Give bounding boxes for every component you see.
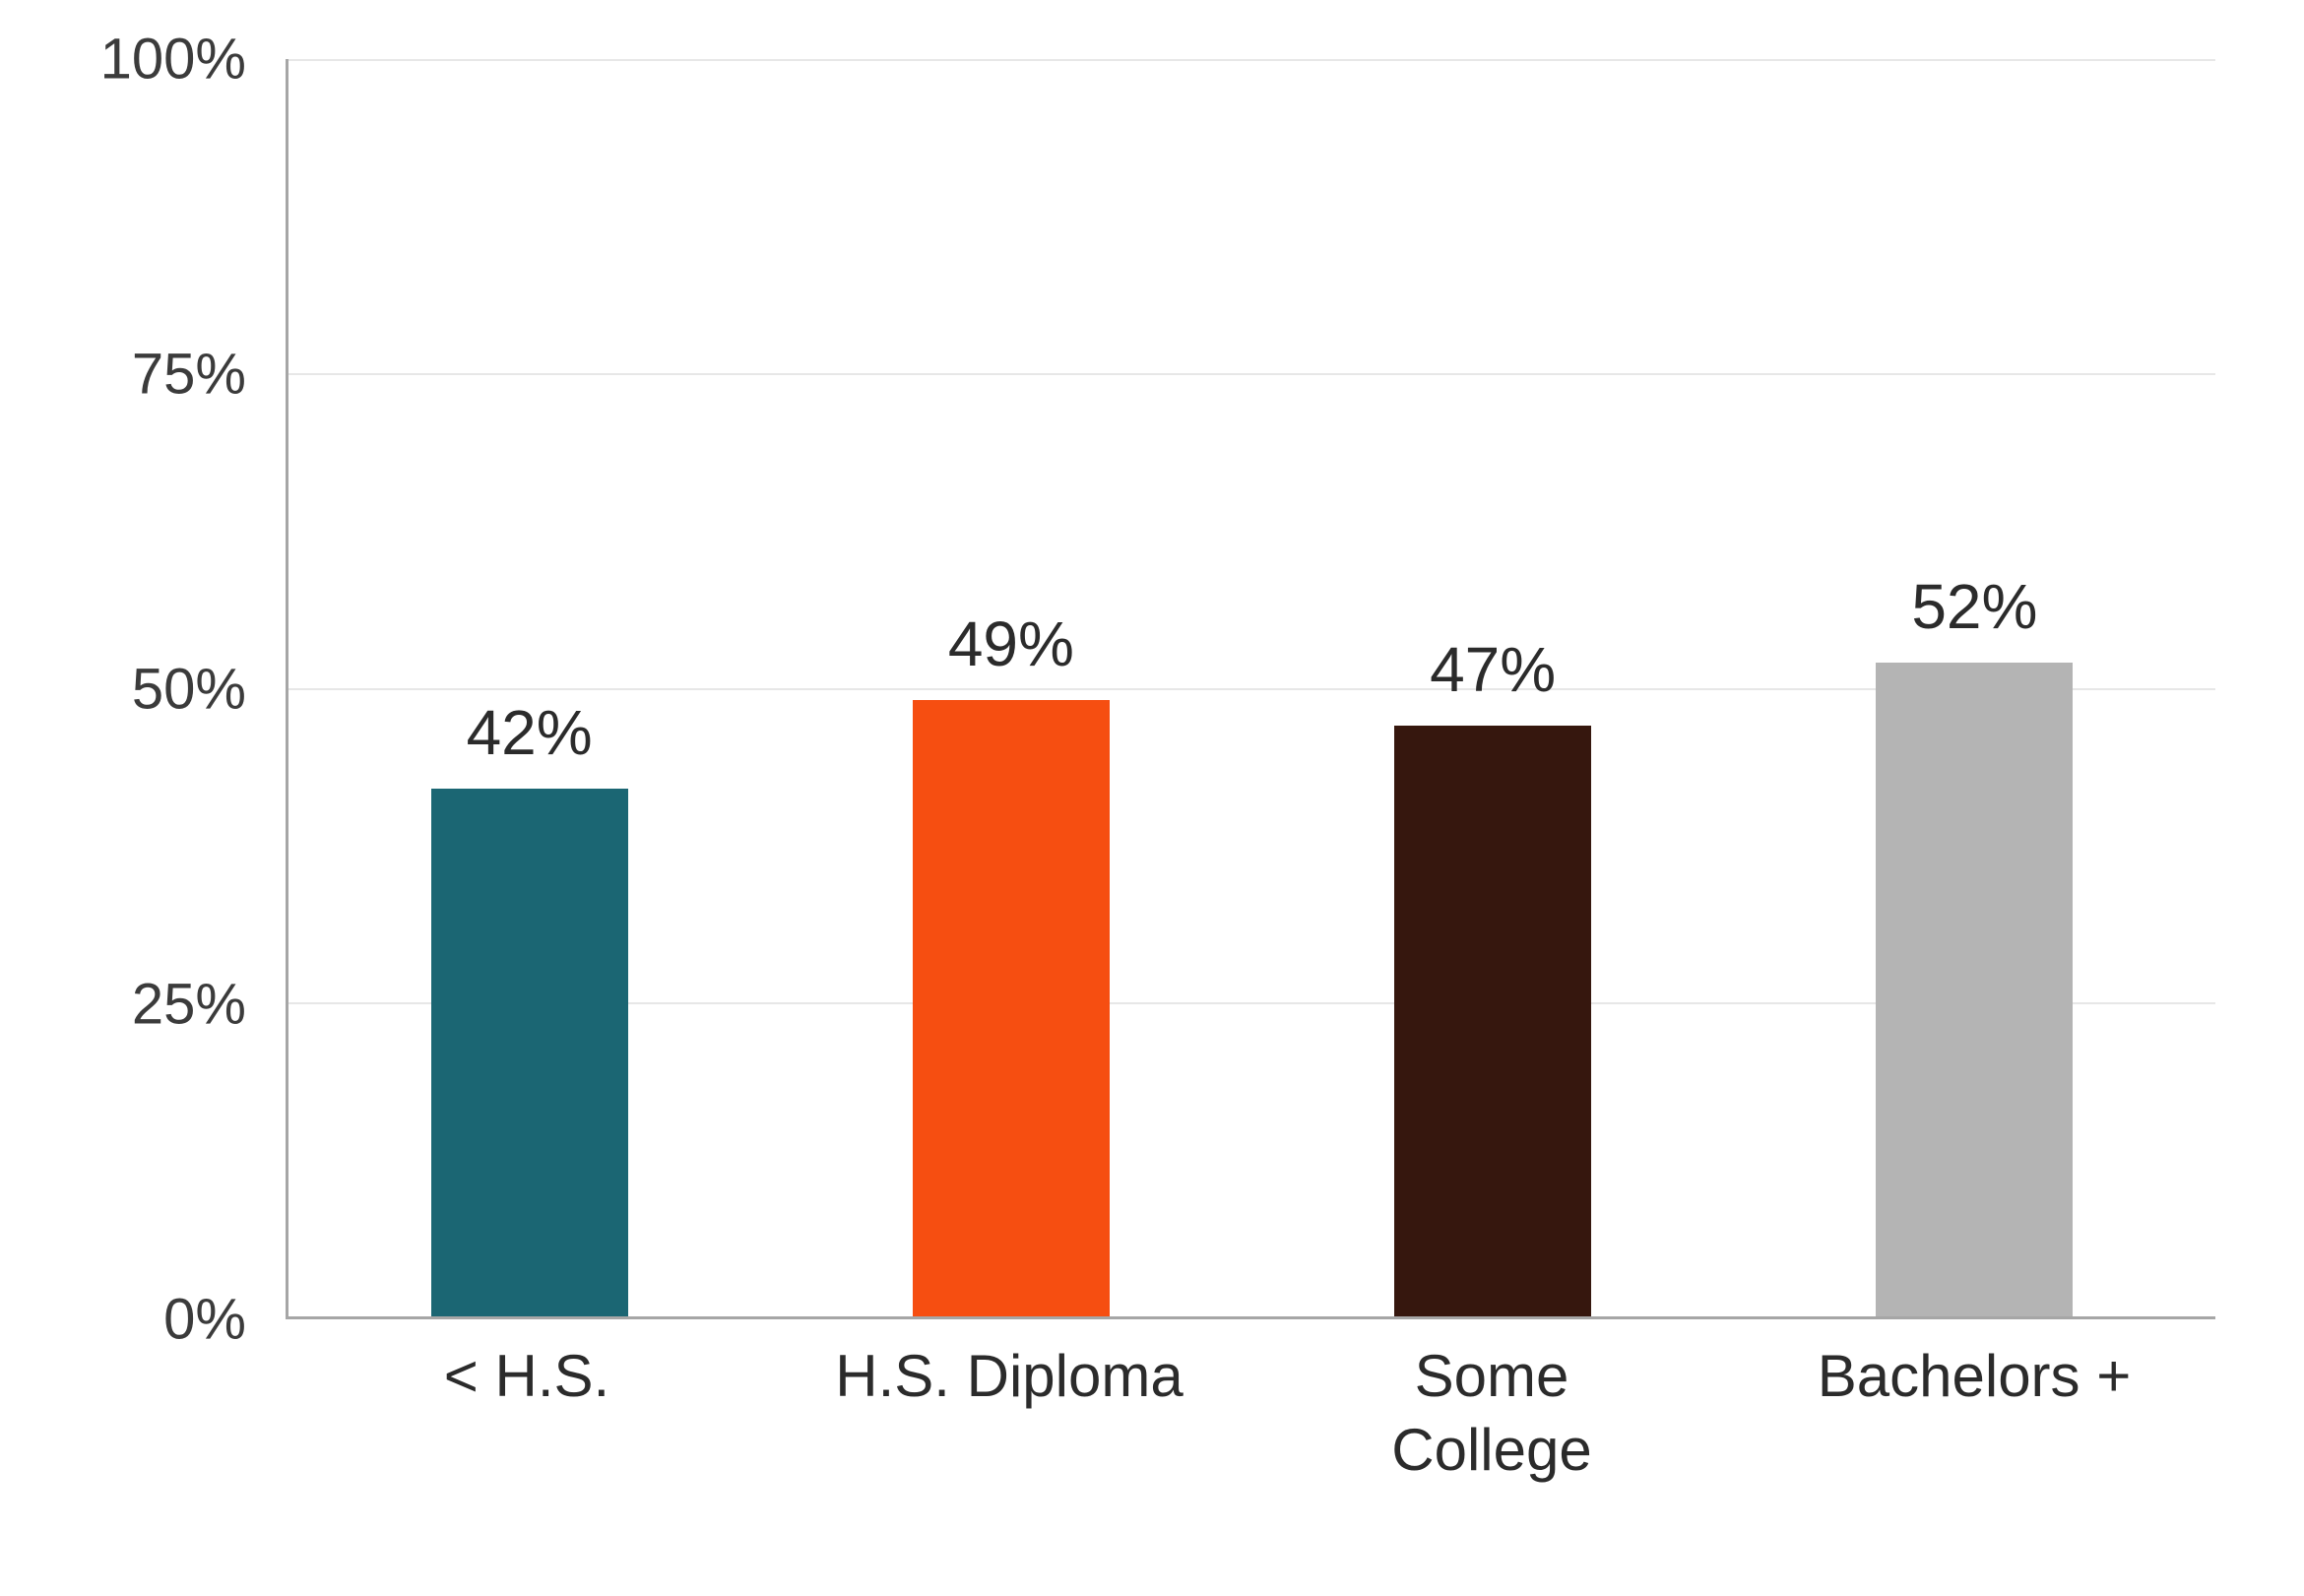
x-tick-label: Bachelors + — [1733, 1339, 2215, 1487]
bar-value-label: 52% — [1911, 570, 2037, 643]
y-tick-label: 75% — [132, 342, 246, 408]
bar-some-college: 47% — [1394, 726, 1591, 1316]
x-tick-label: SomeCollege — [1250, 1339, 1733, 1487]
bar-bachelors-plus: 52% — [1876, 663, 2073, 1316]
y-axis: 100% 75% 50% 25% 0% — [59, 59, 266, 1319]
bar-slot: 49% — [770, 59, 1251, 1316]
bar-value-label: 42% — [467, 696, 593, 769]
y-tick-label: 50% — [132, 657, 246, 723]
bar-hs-diploma: 49% — [913, 700, 1110, 1316]
x-tick-label: H.S. Diploma — [768, 1339, 1250, 1487]
x-axis: < H.S. H.S. Diploma SomeCollege Bachelor… — [286, 1339, 2215, 1487]
y-tick-label: 25% — [132, 972, 246, 1038]
bar-lt-hs: 42% — [431, 789, 628, 1316]
bar-slot: 42% — [288, 59, 770, 1316]
bar-value-label: 47% — [1430, 633, 1556, 706]
bar-chart: 100% 75% 50% 25% 0% 42% 49% 47% — [59, 39, 2245, 1556]
bar-value-label: 49% — [948, 607, 1074, 680]
bar-slot: 47% — [1252, 59, 1734, 1316]
y-tick-label: 100% — [100, 27, 246, 93]
bar-slot: 52% — [1734, 59, 2215, 1316]
x-tick-label: < H.S. — [286, 1339, 768, 1487]
y-tick-label: 0% — [163, 1287, 246, 1353]
plot-area: 42% 49% 47% 52% — [286, 59, 2215, 1319]
bars-row: 42% 49% 47% 52% — [288, 59, 2215, 1316]
